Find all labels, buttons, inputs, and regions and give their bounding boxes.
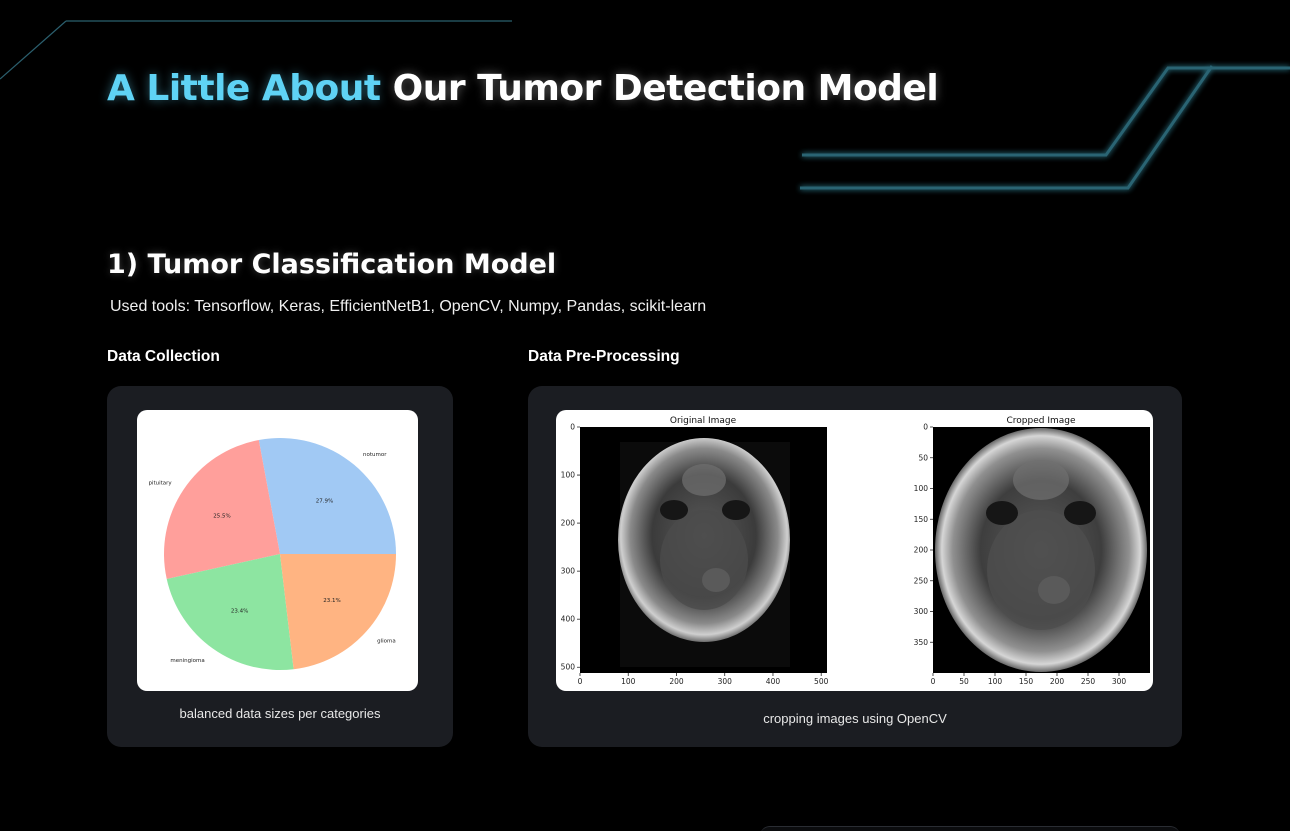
- cropped-y-axis: 0 50 100 150 200 250 300 350: [914, 423, 933, 647]
- y-tick-label: 50: [918, 453, 928, 462]
- x-tick-label: 150: [1019, 677, 1034, 686]
- y-tick-label: 0: [923, 423, 928, 432]
- original-image-title: Original Image: [670, 416, 737, 426]
- y-tick-label: 300: [914, 607, 929, 616]
- hero-title-rest: Our Tumor Detection Model: [392, 68, 939, 109]
- pie-value-label: 25.5%: [213, 514, 230, 520]
- x-tick-label: 50: [959, 677, 969, 686]
- pie-value-label: 23.4%: [231, 609, 248, 615]
- pie-slice-pituitary: [164, 439, 280, 579]
- preprocessing-caption: cropping images using OpenCV: [763, 711, 947, 726]
- original-y-axis: 0 100 200 300 400 500: [561, 423, 580, 672]
- pie-value-label: 27.9%: [316, 498, 333, 504]
- y-tick-label: 100: [561, 471, 576, 480]
- pie-slice-glioma: [280, 554, 396, 670]
- y-tick-label: 200: [561, 519, 576, 528]
- pie-chart: 27.9% notumor 25.5% pituitary 23.4% meningiom…: [148, 438, 396, 670]
- original-x-axis: 0 100 200 300 400 500: [578, 673, 829, 686]
- y-tick-label: 300: [561, 567, 576, 576]
- data-collection-card: 27.9% notumor 25.5% pituitary 23.4% meningiom…: [107, 386, 453, 747]
- pie-chart-panel: 27.9% notumor 25.5% pituitary 23.4% meningiom…: [137, 410, 418, 691]
- pie-category-label: pituitary: [148, 480, 172, 486]
- preprocessing-card: Original Image 0 100 200 300 400 500 0 100 200 3…: [528, 386, 1182, 747]
- data-collection-label: Data Collection: [107, 348, 220, 365]
- pie-category-label: meningioma: [170, 658, 204, 664]
- y-tick-label: 400: [561, 615, 576, 624]
- cropped-image-title: Cropped Image: [1006, 416, 1075, 426]
- hero-title-accent: A Little About: [107, 68, 381, 109]
- pie-category-label: glioma: [377, 638, 396, 644]
- y-tick-label: 350: [914, 638, 929, 647]
- cropped-x-axis: 0 50 100 150 200 250 300: [931, 673, 1127, 686]
- x-tick-label: 400: [766, 677, 781, 686]
- x-tick-label: 0: [578, 677, 583, 686]
- y-tick-label: 0: [570, 423, 575, 432]
- x-tick-label: 300: [718, 677, 733, 686]
- pie-slice-notumor: [258, 438, 396, 554]
- data-collection-caption: balanced data sizes per categories: [179, 706, 381, 721]
- x-tick-label: 250: [1081, 677, 1096, 686]
- x-tick-label: 100: [988, 677, 1003, 686]
- x-tick-label: 300: [1112, 677, 1127, 686]
- x-tick-label: 200: [1050, 677, 1065, 686]
- pie-value-label: 23.1%: [323, 598, 340, 604]
- x-tick-label: 100: [621, 677, 636, 686]
- x-tick-label: 0: [931, 677, 936, 686]
- y-tick-label: 500: [561, 663, 576, 672]
- tools-list: Used tools: Tensorflow, Keras, Efficient…: [110, 298, 707, 315]
- y-tick-label: 150: [914, 515, 929, 524]
- x-tick-label: 500: [814, 677, 829, 686]
- y-tick-label: 250: [914, 576, 929, 585]
- next-card-peek: [760, 826, 1180, 831]
- y-tick-label: 200: [914, 546, 929, 555]
- hero-title: A Little About Our Tumor Detection Model: [107, 68, 939, 109]
- x-tick-label: 200: [669, 677, 684, 686]
- pie-category-label: notumor: [363, 452, 387, 458]
- pie-slice-meningioma: [166, 554, 294, 670]
- mri-figure-panel: Original Image 0 100 200 300 400 500 0 100 200 3…: [556, 410, 1153, 691]
- y-tick-label: 100: [914, 484, 929, 493]
- preprocessing-label: Data Pre-Processing: [528, 348, 680, 365]
- section-title: 1) Tumor Classification Model: [107, 249, 557, 280]
